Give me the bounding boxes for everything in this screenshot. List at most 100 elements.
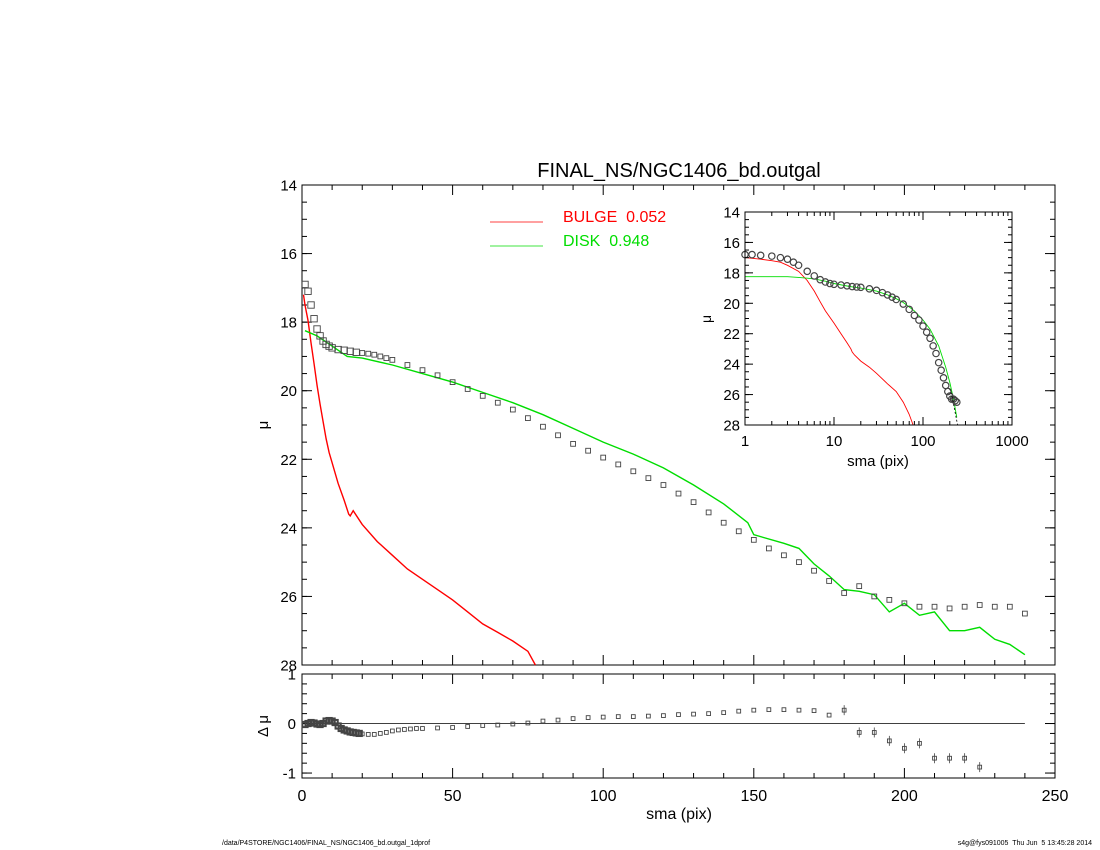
chart-title: FINAL_NS/NGC1406_bd.outgal (537, 160, 821, 182)
observed-profile-point (383, 355, 390, 361)
observed-profile-point (509, 406, 516, 413)
observed-profile-point (735, 528, 742, 535)
main-y-tick-label: 26 (280, 589, 297, 606)
inset-observed-point (951, 396, 959, 405)
residual-point (365, 732, 371, 737)
residual-point (766, 707, 772, 713)
main-y-tick-label: 18 (280, 315, 297, 332)
residual-point (450, 725, 455, 730)
inset-disk-line (745, 276, 958, 418)
inset-observed-point (821, 278, 830, 286)
observed-profile-point (750, 537, 757, 543)
main-y-tick-label: 24 (280, 520, 297, 537)
inset-observed-point (810, 272, 819, 280)
observed-profile-point (404, 362, 411, 368)
main-y-tick-label: 16 (280, 246, 297, 263)
main-series (301, 280, 1028, 666)
residual-point (414, 726, 419, 731)
inset-observed-point (934, 358, 943, 367)
inset-observed-point (852, 283, 861, 291)
footer-timestamp: s4g@fys091005 Thu Jun 5 13:45:28 2014 (957, 840, 1092, 847)
observed-profile-point (570, 441, 576, 447)
observed-profile-point (871, 593, 878, 600)
inset-observed-point (776, 253, 785, 262)
inset-observed-point (944, 387, 952, 396)
main-y-axis-label: μ (255, 421, 272, 430)
inset-observed-point (783, 255, 792, 263)
observed-profile-point (434, 372, 441, 379)
observed-profile-point (690, 499, 697, 505)
observed-profile-point (419, 367, 426, 373)
residual-x-tick-label: 0 (298, 788, 307, 805)
residual-point (585, 715, 591, 720)
observed-profile-point (310, 315, 318, 323)
residual-point (480, 723, 486, 728)
residual-x-tick-label: 250 (1042, 788, 1069, 805)
observed-profile-point (494, 399, 501, 406)
observed-profile-point (811, 567, 817, 574)
residual-point (751, 707, 757, 713)
residual-y-tick-label: 0 (288, 716, 296, 733)
observed-profile-point (1022, 610, 1028, 617)
legend-bulge-label: BULGE 0.052 (563, 209, 666, 226)
residual-point (465, 724, 471, 729)
main-y-tick-label: 20 (280, 383, 297, 400)
residual-point (383, 730, 389, 735)
residual-point (676, 712, 681, 717)
residual-point (396, 727, 401, 733)
residual-point (615, 714, 621, 719)
inset-observed-point (856, 283, 865, 292)
observed-profile-point (389, 357, 396, 363)
residual-point (525, 720, 531, 726)
observed-profile-point (365, 350, 372, 357)
inset-observed-point (748, 250, 756, 259)
residual-point (600, 714, 606, 720)
inset-plot-background (745, 212, 1012, 425)
residual-point (371, 732, 377, 737)
inset-observed-point (926, 334, 934, 343)
observed-profile-point (961, 603, 968, 610)
residual-point (390, 728, 395, 734)
bulge-profile-line (302, 294, 537, 666)
residual-point (811, 708, 817, 713)
observed-profile-point (301, 280, 309, 289)
inset-y-tick-label: 20 (723, 296, 740, 313)
observed-profile-point (781, 552, 787, 559)
observed-profile-point (660, 482, 667, 488)
residual-point (540, 718, 546, 724)
observed-profile-point (886, 597, 893, 603)
inset-y-tick-label: 24 (723, 357, 740, 374)
observed-profile-point (615, 461, 622, 468)
observed-profile-point (856, 583, 863, 589)
residual-point (736, 708, 742, 714)
inset-observed-point (830, 280, 838, 289)
inset-y-tick-label: 22 (723, 326, 740, 343)
residual-point (706, 711, 711, 716)
inset-observed-point (767, 252, 776, 260)
inset-observed-point (888, 293, 896, 302)
observed-profile-point (313, 325, 321, 333)
inset-observed-point (905, 305, 914, 314)
inset-observed-point (843, 281, 851, 290)
residual-ticks: 10-10 50 100 150 200 250 (283, 667, 1069, 806)
observed-profile-point (946, 605, 953, 612)
residual-point (826, 712, 832, 718)
residual-series (301, 705, 1025, 773)
inset-observed-point (803, 267, 812, 276)
residual-point (646, 713, 651, 719)
inset-y-axis-label: μ (698, 315, 714, 323)
residual-point (781, 707, 787, 713)
inset-observed-point (919, 322, 927, 330)
observed-profile-point (931, 603, 938, 610)
residual-point (691, 711, 696, 717)
observed-profile-point (359, 350, 366, 356)
observed-profile-point (630, 468, 637, 475)
observed-profile-point (645, 475, 652, 481)
residual-x-tick-label: 100 (590, 788, 617, 805)
residual-point (408, 726, 413, 732)
inset-observed-point (915, 316, 923, 324)
inset-observed-point (932, 349, 940, 358)
inset-y-tick-label: 14 (723, 205, 740, 222)
main-y-tick-label: 14 (280, 178, 297, 195)
residual-point (510, 721, 516, 727)
